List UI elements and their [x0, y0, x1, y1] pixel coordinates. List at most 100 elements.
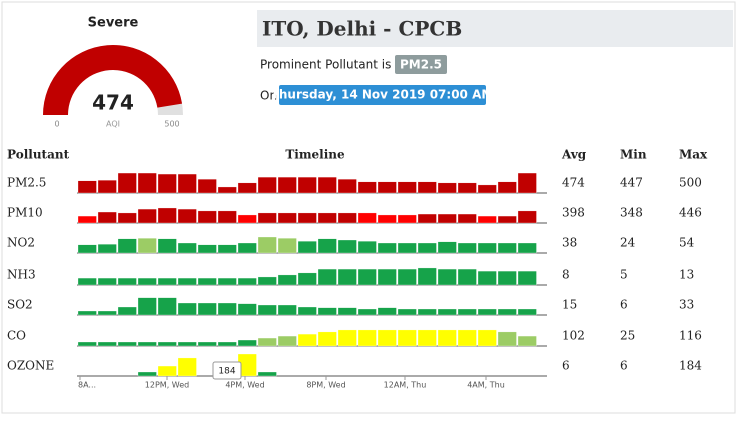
timeline-bar [77, 244, 97, 254]
timeline-bar [497, 242, 517, 254]
timeline-bar [137, 172, 157, 194]
max-value: 184 [679, 359, 702, 373]
timeline-bar [517, 210, 537, 224]
timeline-bar [237, 214, 257, 224]
timeline-bar [217, 302, 237, 316]
timeline-bar [257, 337, 277, 347]
timeline-bar [317, 176, 337, 194]
timeline-bar [297, 272, 317, 286]
timeline-bar [297, 333, 317, 347]
timeline-bar [397, 329, 417, 347]
timeline-bar [157, 238, 177, 254]
timeline-bar [477, 329, 497, 347]
timeline-bar [417, 267, 437, 286]
timeline-bar [97, 310, 117, 316]
timeline-bar [217, 186, 237, 194]
timeline-bar [217, 277, 237, 286]
column-header: Pollutant [7, 148, 70, 162]
timeline-bar [517, 308, 537, 316]
timeline-bar [437, 308, 457, 316]
timeline-bar [317, 331, 337, 347]
timeline-bar [417, 213, 437, 224]
gauge-max: 500 [164, 120, 179, 129]
timeline-bar [297, 212, 317, 224]
timeline-bar [197, 210, 217, 224]
gauge-value: 474 [92, 91, 134, 115]
timeline-bar [397, 308, 417, 316]
timeline-bar [97, 244, 117, 254]
timeline-bar [217, 210, 237, 224]
column-header: Timeline [285, 148, 345, 162]
timeline-bar [317, 238, 337, 254]
timeline-bar [97, 211, 117, 224]
timeline-bar [497, 331, 517, 347]
timeline-bar [157, 277, 177, 286]
timeline-bar [137, 277, 157, 286]
pollutant-text: Prominent Pollutant is [260, 58, 391, 72]
min-value: 24 [620, 236, 636, 250]
timeline-bar [77, 310, 97, 316]
timeline-bar [157, 297, 177, 316]
timeline-bar [337, 179, 357, 194]
timeline-bar [277, 335, 297, 347]
timeline-bar [377, 181, 397, 194]
gauge-value-arc [43, 44, 183, 116]
max-value: 446 [679, 206, 702, 220]
timeline-bar [457, 268, 477, 286]
timeline-bar [517, 270, 537, 286]
timeline-bar [417, 329, 437, 347]
timeline-bar [337, 329, 357, 347]
avg-value: 398 [562, 206, 585, 220]
title-panel [257, 10, 733, 47]
timeline-bar [257, 212, 277, 224]
timeline-bar [177, 277, 197, 286]
timeline-bar [317, 268, 337, 286]
pollutant-badge [395, 55, 447, 74]
date-text: On [260, 89, 277, 103]
gauge-category: Severe [88, 16, 139, 31]
timeline-bar [357, 212, 377, 224]
avg-value: 8 [562, 268, 570, 282]
timeline-bar [157, 173, 177, 194]
timeline-bar [77, 180, 97, 194]
timeline-bar [77, 341, 97, 347]
timeline-bar [497, 308, 517, 316]
timeline-bar [257, 304, 277, 316]
avg-value: 38 [562, 236, 577, 250]
timeline-bar [177, 357, 197, 377]
avg-value: 6 [562, 359, 570, 373]
timeline-bar [137, 238, 157, 254]
min-value: 348 [620, 206, 643, 220]
timeline-bar [317, 307, 337, 316]
timeline-bar [517, 242, 537, 254]
timeline-bar [377, 329, 397, 347]
timeline-label: 12PM, Wed [145, 381, 189, 390]
timeline-bar [377, 307, 397, 316]
timeline-bar [417, 308, 437, 316]
pollutant-badge-text: PM2.5 [400, 58, 442, 72]
timeline-bar [177, 173, 197, 194]
timeline-bar [397, 242, 417, 254]
timeline-bar [157, 207, 177, 224]
timeline-bar [397, 268, 417, 286]
timeline-bar [497, 270, 517, 286]
avg-value: 102 [562, 329, 585, 343]
pollutant-name: PM10 [7, 206, 43, 220]
timeline-bar [457, 308, 477, 316]
timeline-bar [97, 180, 117, 194]
timeline-bar [337, 212, 357, 224]
timeline-bar [277, 176, 297, 194]
max-value: 13 [679, 268, 694, 282]
timeline-bar [117, 212, 137, 224]
timeline-bar [457, 329, 477, 347]
timeline-bar [457, 213, 477, 224]
timeline-bar [317, 212, 337, 224]
tooltip-text: 184 [218, 367, 235, 377]
pollutant-name: PM2.5 [7, 176, 46, 190]
column-header: Min [620, 148, 647, 162]
timeline-bar [137, 297, 157, 316]
timeline-bar [257, 176, 277, 194]
timeline-bar [357, 268, 377, 286]
timeline-bar [257, 236, 277, 254]
